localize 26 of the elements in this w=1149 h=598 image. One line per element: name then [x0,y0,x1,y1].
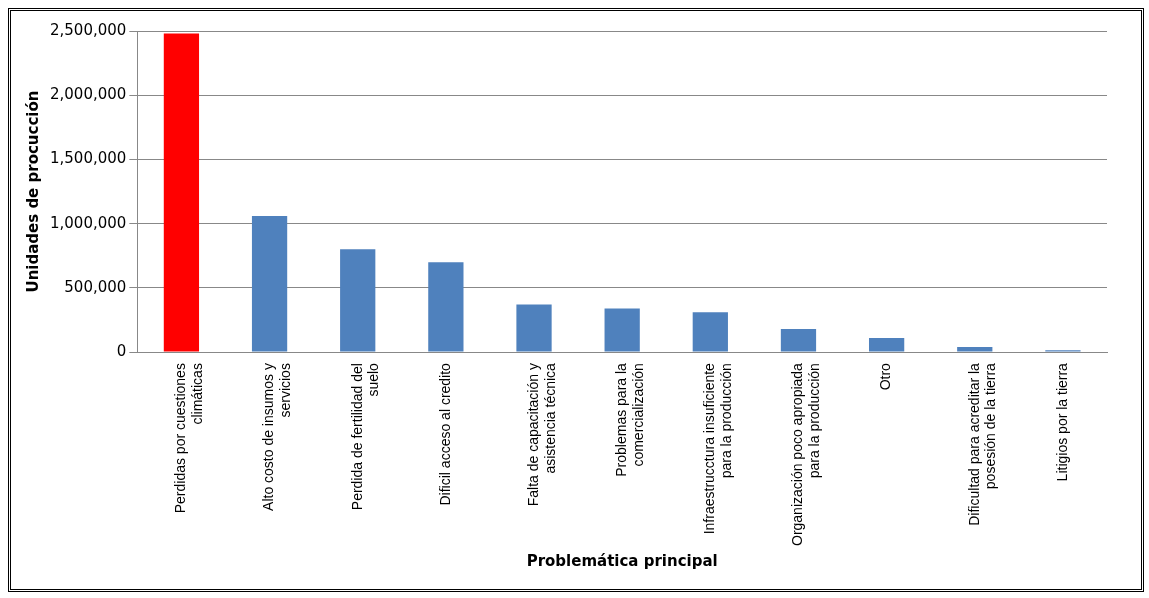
bar [692,312,728,352]
x-tick-label: Perdida de fertilidad del suelo [348,362,382,511]
bar [780,328,817,352]
x-tick-label: Dificultad para acreditar la posesión de la tierra [965,362,999,526]
bar [251,215,288,352]
x-tick-label: Litigios por la tierra [1053,362,1070,482]
y-tick-label: 2,500,000 [50,20,127,39]
bar [957,346,993,352]
x-tick-label: Otro [877,362,894,391]
y-tick-label: 1,000,000 [50,213,127,232]
y-axis-title: Unidades de procucción [23,90,42,293]
x-tick-label: Dificil acceso al credito [436,362,453,506]
bar [428,262,464,352]
y-tick-label: 0 [116,341,127,360]
bar [516,304,552,352]
y-tick-label: 1,500,000 [50,149,127,168]
bar [340,249,376,352]
bar [163,33,200,352]
bar [868,337,905,352]
x-axis-title: Problemática principal [526,551,718,570]
x-tick-label: Falta de capacitación y asistencia técnica [524,362,558,507]
y-tick-label: 500,000 [64,277,127,296]
x-tick-label: Perdidas por cuestiones climáticas [172,363,206,514]
y-tick-label: 2,000,000 [50,85,127,104]
bar [604,308,640,352]
x-tick-label: Alto costo de insumos y servicios [260,363,294,511]
